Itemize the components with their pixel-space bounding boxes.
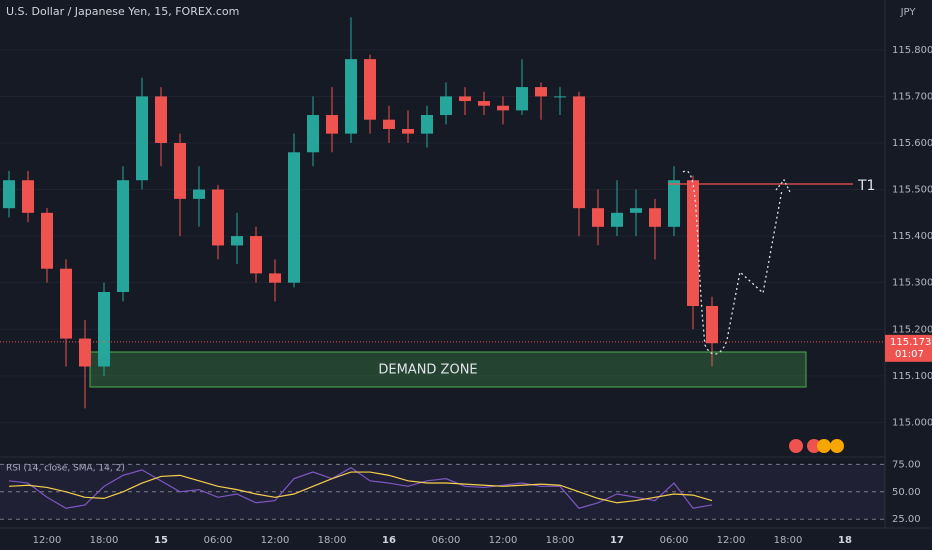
y-tick-label: 115.400 bbox=[892, 231, 932, 242]
candle-body bbox=[326, 115, 338, 134]
x-tick-label: 12:00 bbox=[33, 535, 62, 546]
x-tick-label: 18:00 bbox=[774, 535, 803, 546]
event-icon[interactable] bbox=[807, 439, 821, 453]
candles-layer bbox=[3, 17, 718, 409]
x-tick-label: 06:00 bbox=[660, 535, 689, 546]
candle-body bbox=[364, 59, 376, 120]
candle-body bbox=[98, 292, 110, 367]
event-icon[interactable] bbox=[830, 439, 844, 453]
x-tick-label: 12:00 bbox=[261, 535, 290, 546]
projection-path bbox=[682, 170, 783, 355]
candle-body bbox=[611, 212, 623, 227]
rsi-line bbox=[8, 466, 713, 509]
zone-label: DEMAND ZONE bbox=[378, 363, 477, 378]
x-tick-label: 18 bbox=[838, 535, 852, 546]
candle-body bbox=[649, 208, 661, 227]
last-price-label: 115.173 bbox=[890, 337, 931, 348]
candle-body bbox=[155, 96, 167, 143]
candle-body bbox=[459, 96, 471, 102]
x-tick-label: 12:00 bbox=[717, 535, 746, 546]
y-tick-label: 115.000 bbox=[892, 417, 932, 428]
rsi-title: RSI (14, close, SMA, 14, 2) bbox=[6, 464, 125, 474]
candle-body bbox=[554, 96, 566, 98]
chart-title: U.S. Dollar / Japanese Yen, 15, FOREX.co… bbox=[6, 5, 239, 18]
x-tick-label: 17 bbox=[610, 535, 624, 546]
candle-body bbox=[421, 115, 433, 134]
y-tick-label: 115.100 bbox=[892, 371, 932, 382]
y-tick-label: 115.200 bbox=[892, 324, 932, 335]
x-tick-label: 12:00 bbox=[489, 535, 518, 546]
candle-body bbox=[136, 96, 148, 181]
event-icons bbox=[789, 439, 844, 453]
candle-body bbox=[668, 180, 680, 227]
rsi-tick-label: 75.00 bbox=[892, 459, 921, 470]
x-tick-label: 16 bbox=[382, 535, 396, 546]
candle-body bbox=[22, 180, 34, 213]
y-tick-label: 115.500 bbox=[892, 185, 932, 196]
candle-body bbox=[497, 105, 509, 111]
candle-body bbox=[535, 87, 547, 97]
candle-body bbox=[193, 189, 205, 199]
projection-arrow bbox=[775, 178, 791, 193]
candle-body bbox=[630, 208, 642, 213]
x-tick-label: 18:00 bbox=[90, 535, 119, 546]
candle-body bbox=[687, 180, 699, 306]
candle-body bbox=[383, 119, 395, 130]
y-tick-label: 115.700 bbox=[892, 91, 932, 102]
x-tick-label: 15 bbox=[154, 535, 168, 546]
rsi-line bbox=[8, 471, 713, 504]
candle-body bbox=[592, 208, 604, 227]
y-tick-label: 115.300 bbox=[892, 278, 932, 289]
candle-body bbox=[79, 338, 91, 367]
candle-body bbox=[250, 236, 262, 274]
candle-body bbox=[573, 96, 585, 209]
currency-label[interactable]: JPY bbox=[900, 7, 917, 18]
candle-body bbox=[307, 115, 319, 153]
x-tick-label: 18:00 bbox=[546, 535, 575, 546]
y-tick-label: 115.600 bbox=[892, 138, 932, 149]
candle-body bbox=[516, 87, 528, 111]
candle-body bbox=[117, 180, 129, 293]
demand-zone bbox=[89, 351, 807, 388]
candle-body bbox=[288, 152, 300, 283]
candle-body bbox=[478, 101, 490, 106]
candle-body bbox=[174, 142, 186, 199]
candle-body bbox=[41, 212, 53, 269]
candle-body bbox=[231, 236, 243, 246]
y-tick-label: 115.800 bbox=[892, 45, 932, 56]
candle-body bbox=[706, 305, 718, 344]
x-tick-label: 18:00 bbox=[318, 535, 347, 546]
countdown-label: 01:07 bbox=[895, 349, 924, 360]
candle-body bbox=[345, 59, 357, 134]
candle-body bbox=[269, 273, 281, 283]
x-tick-label: 06:00 bbox=[204, 535, 233, 546]
candle-body bbox=[440, 96, 452, 116]
event-icon[interactable] bbox=[789, 439, 803, 453]
target-label: T1 bbox=[857, 178, 875, 194]
rsi-tick-label: 50.00 bbox=[892, 487, 921, 498]
last-price-box bbox=[885, 334, 932, 362]
event-icon[interactable] bbox=[817, 439, 831, 453]
rsi-tick-label: 25.00 bbox=[892, 514, 921, 525]
x-tick-label: 06:00 bbox=[432, 535, 461, 546]
candle-body bbox=[402, 129, 414, 134]
candle-body bbox=[3, 180, 15, 209]
candle-body bbox=[60, 268, 72, 339]
candle-body bbox=[212, 189, 224, 246]
